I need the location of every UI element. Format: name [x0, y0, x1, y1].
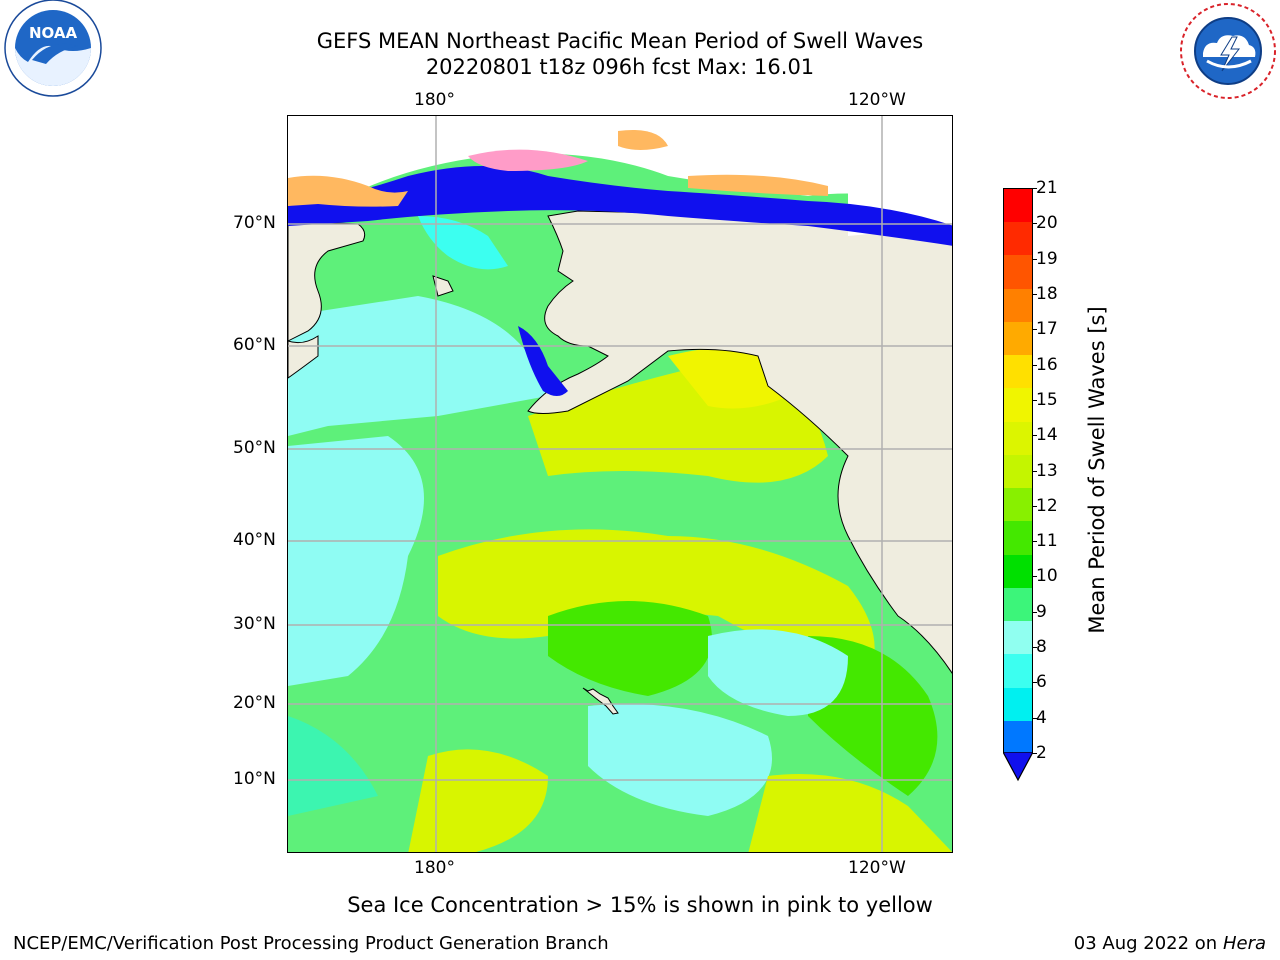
- lon-label-bottom-180: 180°: [414, 858, 455, 878]
- colorbar-segment: [1004, 388, 1032, 423]
- colorbar-tick-label: 16: [1036, 354, 1058, 375]
- colorbar-tick-label: 18: [1036, 283, 1058, 304]
- sea-ice-blue-band: [288, 166, 952, 246]
- sea-ice-cyan-bering: [418, 216, 508, 270]
- lat-label-60n: 60°N: [233, 335, 276, 355]
- colorbar-segment: [1004, 454, 1032, 489]
- sea-ice-orange-patch: [618, 130, 668, 150]
- colorbar-tick-mark: [1032, 470, 1037, 472]
- colorbar-segment: [1004, 222, 1032, 256]
- colorbar-tick-label: 19: [1036, 248, 1058, 269]
- noaa-logo: NOAA: [2, 0, 104, 100]
- colorbar-tick-label: 14: [1036, 425, 1058, 446]
- colorbar-tick-mark: [1032, 293, 1037, 295]
- colorbar: [1003, 188, 1033, 755]
- colorbar-segment: [1004, 587, 1032, 622]
- footer-host: Hera: [1222, 933, 1266, 954]
- swell-zone-cyan-south: [588, 704, 772, 816]
- colorbar-tick-mark: [1032, 753, 1037, 754]
- colorbar-tick-label: 4: [1036, 707, 1047, 728]
- colorbar-segment: [1004, 687, 1032, 722]
- colorbar-tick-label: 17: [1036, 319, 1058, 340]
- footer-date-text: 03 Aug 2022 on: [1073, 933, 1218, 954]
- colorbar-label: Mean Period of Swell Waves [s]: [1085, 306, 1109, 634]
- colorbar-tick-mark: [1032, 647, 1037, 649]
- colorbar-tick-mark: [1032, 682, 1037, 684]
- swell-zone-cyan-central: [708, 629, 848, 716]
- colorbar-tick-label: 8: [1036, 637, 1047, 658]
- colorbar-segment: [1004, 720, 1032, 755]
- lat-label-30n: 30°N: [233, 614, 276, 634]
- colorbar-segment: [1004, 421, 1032, 456]
- colorbar-tick-label: 10: [1036, 566, 1058, 587]
- noaa-logo-text: NOAA: [29, 24, 78, 42]
- colorbar-segment: [1004, 521, 1032, 556]
- colorbar-segment: [1004, 189, 1032, 223]
- lat-label-50n: 50°N: [233, 438, 276, 458]
- sea-ice-orange-east: [688, 174, 828, 196]
- colorbar-tick-mark: [1032, 505, 1037, 507]
- colorbar-tick-label: 11: [1036, 531, 1058, 552]
- colorbar-segment: [1004, 321, 1032, 356]
- lat-label-20n: 20°N: [233, 693, 276, 713]
- nws-logo: [1177, 3, 1279, 103]
- lon-label-bottom-120w: 120°W: [848, 858, 906, 878]
- colorbar-tick-mark: [1032, 611, 1037, 613]
- colorbar-tick-label: 13: [1036, 460, 1058, 481]
- sea-ice-orange-west: [288, 175, 408, 207]
- lat-label-10n: 10°N: [233, 769, 276, 789]
- colorbar-tick-mark: [1032, 223, 1037, 225]
- colorbar-segment: [1004, 355, 1032, 389]
- swell-zone-cyan-northwest: [288, 296, 548, 436]
- colorbar-segment: [1004, 488, 1032, 522]
- map-panel[interactable]: [287, 115, 953, 853]
- colorbar-tick-mark: [1032, 541, 1037, 543]
- land-siberia: [288, 220, 366, 342]
- colorbar-tick-mark: [1032, 258, 1037, 260]
- colorbar-tick-label: 6: [1036, 672, 1047, 693]
- swell-zone-yellow-southwest: [408, 749, 548, 852]
- swell-zone-cyan-west: [288, 436, 424, 686]
- swell-zone-yellow-southeast: [748, 774, 952, 852]
- chart-subtitle: 20220801 t18z 096h fcst Max: 16.01: [425, 55, 815, 79]
- colorbar-tick-label: 12: [1036, 495, 1058, 516]
- swell-period-map: [288, 116, 952, 852]
- colorbar-tick-mark: [1032, 435, 1037, 437]
- sea-ice-pink-central: [468, 149, 588, 171]
- colorbar-segment: [1004, 288, 1032, 323]
- land-alaska-canada: [527, 205, 952, 674]
- colorbar-segment: [1004, 654, 1032, 689]
- colorbar-tick-mark: [1032, 364, 1037, 366]
- colorbar-tick-label: 15: [1036, 389, 1058, 410]
- lon-label-top-180: 180°: [414, 90, 455, 110]
- colorbar-tick-mark: [1032, 188, 1037, 189]
- chart-title: GEFS MEAN Northeast Pacific Mean Period …: [316, 29, 924, 53]
- sea-ice-note: Sea Ice Concentration > 15% is shown in …: [347, 893, 933, 917]
- lon-label-top-120w: 120°W: [848, 90, 906, 110]
- colorbar-tick-label: 2: [1036, 743, 1047, 763]
- lat-label-40n: 40°N: [233, 530, 276, 550]
- colorbar-segment: [1004, 621, 1032, 655]
- colorbar-segment: [1004, 255, 1032, 290]
- lat-label-70n: 70°N: [233, 213, 276, 233]
- colorbar-extend-triangle: [1001, 751, 1035, 782]
- colorbar-tick-label: 20: [1036, 213, 1058, 234]
- colorbar-tick-mark: [1032, 399, 1037, 401]
- footer-date: 03 Aug 2022 on Hera: [1074, 933, 1266, 955]
- colorbar-tick-mark: [1032, 329, 1037, 331]
- colorbar-tick-label: 9: [1036, 601, 1047, 622]
- swell-zone-teal-southwest: [288, 716, 378, 816]
- colorbar-segment: [1004, 554, 1032, 589]
- map-graticule: [288, 116, 952, 852]
- colorbar-tick-mark: [1032, 717, 1037, 719]
- colorbar-tick-label: 21: [1036, 178, 1058, 198]
- footer-organization: NCEP/EMC/Verification Post Processing Pr…: [13, 933, 609, 954]
- colorbar-tick-mark: [1032, 576, 1037, 578]
- sea-ice-blue-bristol: [518, 326, 568, 396]
